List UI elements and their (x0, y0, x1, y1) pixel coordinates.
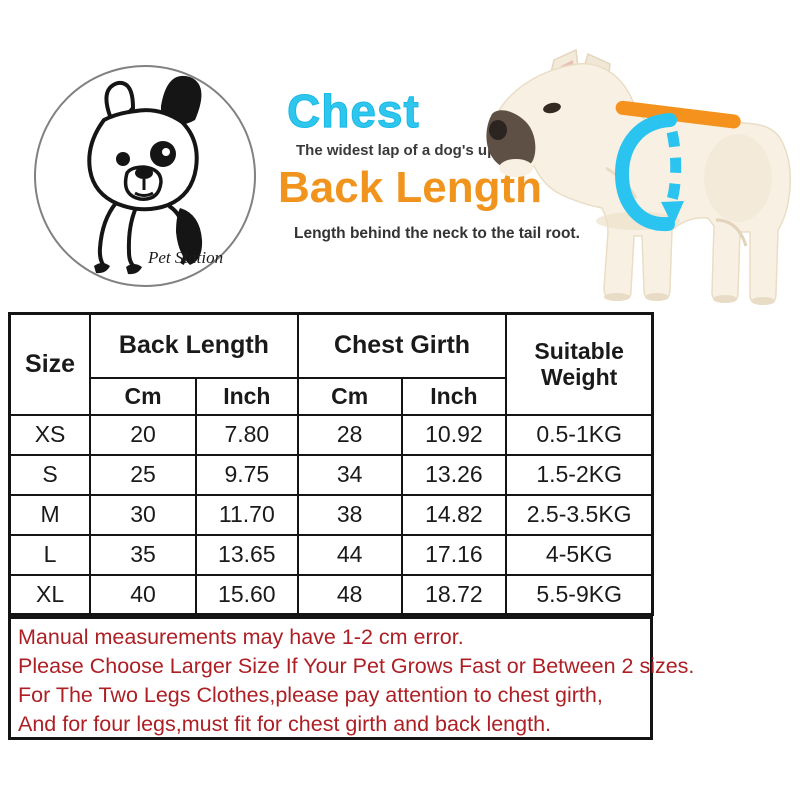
chest-cm-cell: 48 (296, 573, 403, 616)
chest-inch-cell: 18.72 (400, 573, 508, 616)
french-bulldog-sketch-icon: Pet Station (34, 65, 256, 287)
note-line: And for four legs,must fit for chest gir… (18, 712, 551, 736)
chest-cm-cell: 38 (296, 493, 403, 536)
weight-cell: 1.5-2KG (505, 453, 654, 496)
back-length-subtitle: Length behind the neck to the tail root. (294, 225, 580, 242)
size-cell: L (8, 533, 92, 576)
note-line: Please Choose Larger Size If Your Pet Gr… (18, 654, 695, 678)
chest-inch-cell: 13.26 (400, 453, 508, 496)
note-line: Manual measurements may have 1-2 cm erro… (18, 625, 464, 649)
weight-cell: 0.5-1KG (505, 413, 654, 456)
chest-inch-cell: 17.16 (400, 533, 508, 576)
size-cell: M (8, 493, 92, 536)
chest-girth-band (614, 113, 684, 232)
unit-back-cm: Cm (89, 376, 197, 416)
unit-chest-cm: Cm (296, 376, 403, 416)
back-cm-cell: 20 (89, 413, 197, 456)
col-header-back-length: Back Length (89, 312, 299, 379)
weight-cell: 5.5-9KG (505, 573, 654, 616)
weight-cell: 2.5-3.5KG (505, 493, 654, 536)
size-cell: XS (8, 413, 92, 456)
brand-name-text: Pet Station (147, 248, 223, 267)
back-inch-cell: 13.65 (194, 533, 299, 576)
back-length-bar (615, 100, 741, 129)
chest-inch-cell: 10.92 (400, 413, 508, 456)
weight-cell: 4-5KG (505, 533, 654, 576)
back-inch-cell: 9.75 (194, 453, 299, 496)
unit-chest-inch: Inch (400, 376, 508, 416)
back-inch-cell: 7.80 (194, 413, 299, 456)
back-cm-cell: 40 (89, 573, 197, 616)
table-row-xl: XL 40 15.60 48 18.72 5.5-9KG (8, 573, 654, 616)
back-cm-cell: 25 (89, 453, 197, 496)
back-inch-cell: 11.70 (194, 493, 299, 536)
chest-title: Chest (287, 85, 420, 138)
dog-measurement-photo (486, 18, 798, 310)
chest-inch-cell: 14.82 (400, 493, 508, 536)
table-row-l: L 35 13.65 44 17.16 4-5KG (8, 533, 654, 576)
chest-cm-cell: 28 (296, 413, 403, 456)
back-cm-cell: 35 (89, 533, 197, 576)
back-inch-cell: 15.60 (194, 573, 299, 616)
size-cell: S (8, 453, 92, 496)
back-length-title: Back Length (278, 163, 543, 212)
table-row-m: M 30 11.70 38 14.82 2.5-3.5KG (8, 493, 654, 536)
back-cm-cell: 30 (89, 493, 197, 536)
note-line: For The Two Legs Clothes,please pay atte… (18, 683, 603, 707)
table-row-xs: XS 20 7.80 28 10.92 0.5-1KG (8, 413, 654, 456)
measurement-notes: Manual measurements may have 1-2 cm erro… (8, 616, 695, 740)
french-bulldog-photo-icon (486, 48, 792, 305)
col-header-size: Size (8, 312, 92, 416)
table-row-s: S 25 9.75 34 13.26 1.5-2KG (8, 453, 654, 496)
col-header-suitable-weight: Suitable Weight (505, 312, 654, 416)
size-cell: XL (8, 573, 92, 616)
brand-logo: Pet Station (32, 62, 258, 292)
chest-cm-cell: 34 (296, 453, 403, 496)
size-chart-table: Size Back Length Chest Girth Suitable We… (8, 312, 654, 616)
chest-cm-cell: 44 (296, 533, 403, 576)
unit-back-inch: Inch (194, 376, 299, 416)
col-header-chest-girth: Chest Girth (296, 312, 508, 379)
